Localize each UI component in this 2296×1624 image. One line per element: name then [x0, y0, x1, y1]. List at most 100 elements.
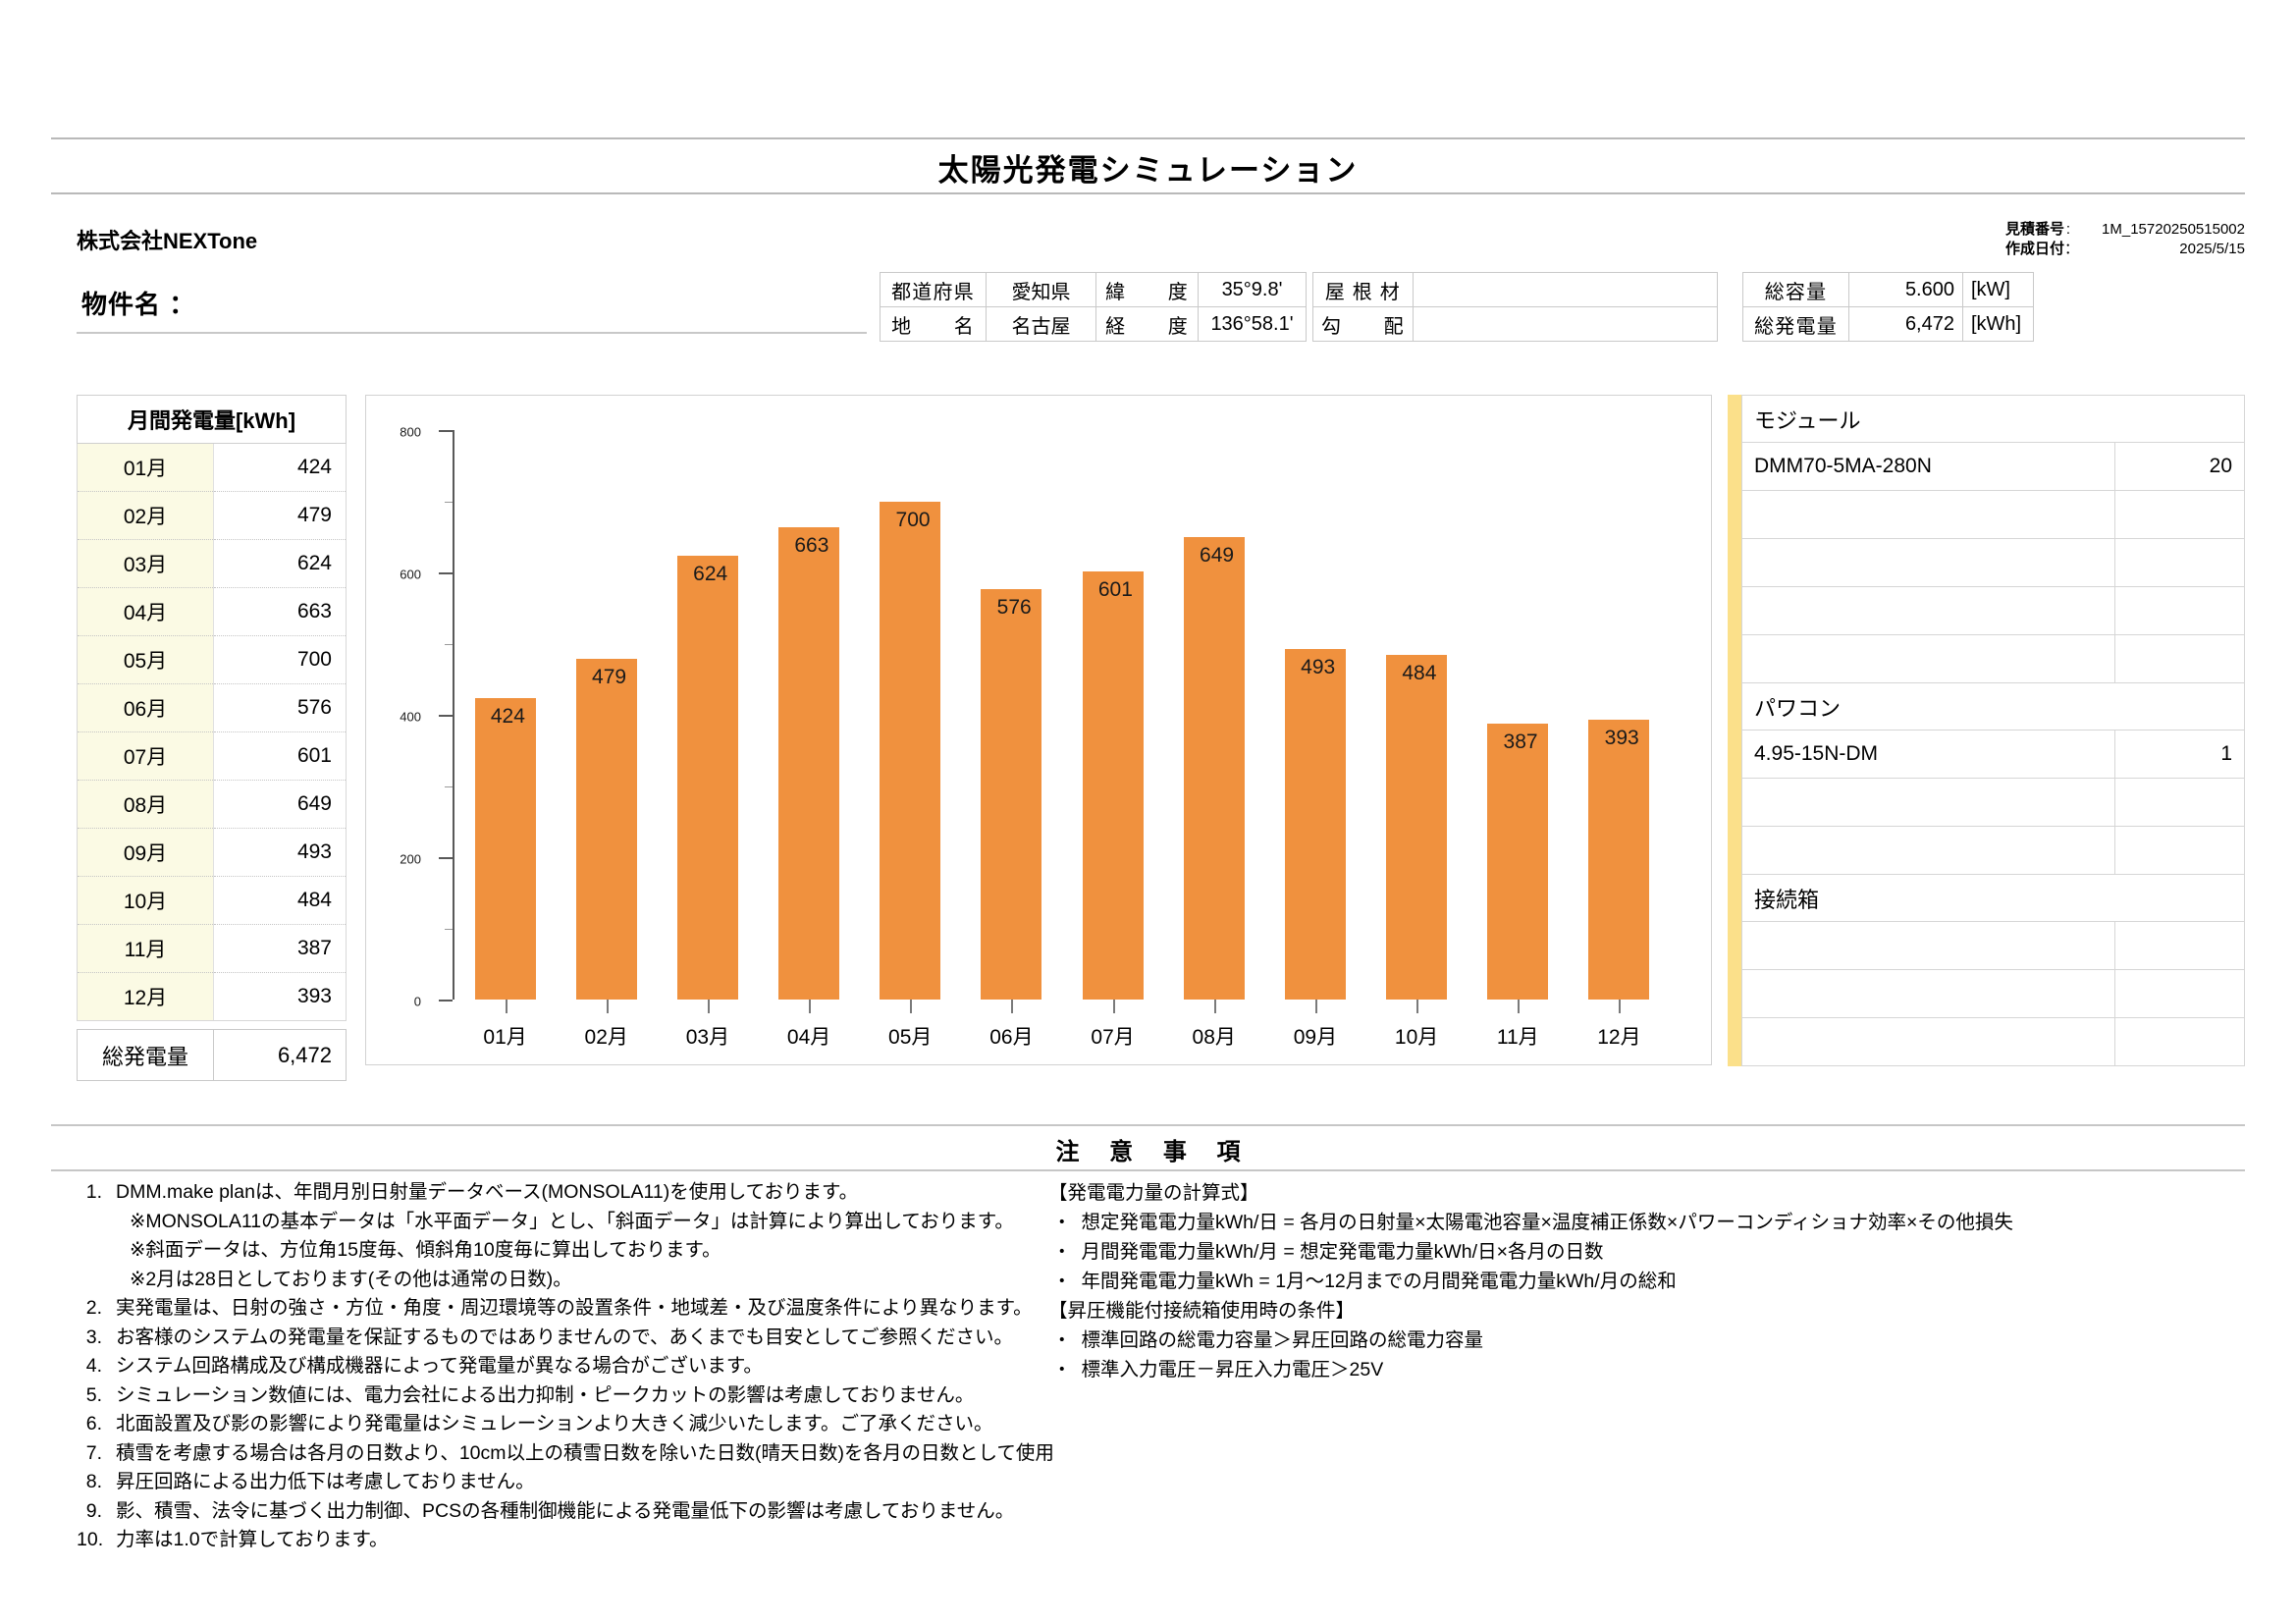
chart-bar: 700 [880, 501, 941, 1000]
equipment-qty-cell[interactable] [2114, 538, 2245, 587]
equipment-panel: モジュール DMM70-5MA-280N 20 パワコン 4.95-15N-DM 1 接続箱 [1728, 395, 2245, 1066]
chart-bar-value-label: 624 [693, 562, 728, 585]
month-cell: 06月 [77, 683, 214, 732]
roof-slope-value[interactable] [1412, 306, 1718, 342]
equipment-qty-cell[interactable] [2114, 490, 2245, 539]
chart-bar-value-label: 601 [1097, 578, 1133, 602]
table-row: 総容量 5.600 [kW] [1742, 272, 2034, 307]
equipment-qty-cell[interactable] [2114, 921, 2245, 970]
equipment-section-row-pcs: パワコン [1741, 682, 2245, 731]
equipment-name-cell[interactable]: DMM70-5MA-280N [1741, 442, 2115, 491]
prefecture-label: 都道府県 [880, 272, 987, 307]
chart-y-tick: 0 [414, 995, 453, 1009]
table-row: 11月 387 [77, 924, 347, 973]
equipment-name-cell[interactable] [1741, 538, 2115, 587]
month-value-cell: 479 [213, 491, 347, 540]
property-name-underline [77, 332, 867, 334]
equipment-row [1741, 538, 2245, 587]
total-generation-unit: [kWh] [1962, 306, 2034, 342]
chart-x-tick-label: 05月 [888, 1026, 933, 1049]
equipment-name-cell[interactable] [1741, 634, 2115, 683]
equipment-name-cell[interactable] [1741, 1017, 2115, 1066]
month-cell: 02月 [77, 491, 214, 540]
equipment-name-cell[interactable] [1741, 826, 2115, 875]
chart-y-minor-tick [445, 643, 453, 645]
table-spacer [78, 1021, 347, 1030]
chart-x-tick [1011, 1000, 1014, 1013]
note-number: 7. [85, 1441, 102, 1464]
longitude-value: 136°58.1' [1198, 306, 1307, 342]
equipment-qty-cell[interactable]: 1 [2114, 730, 2245, 779]
equipment-qty-cell[interactable] [2114, 778, 2245, 827]
chart-bar-value-label: 479 [592, 665, 627, 688]
document-title-band: 太陽光発電シミュレーション [51, 137, 2245, 194]
month-cell: 07月 [77, 731, 214, 781]
table-row: 屋 根 材 [1312, 272, 1718, 307]
city-value: 名古屋 [986, 306, 1096, 342]
equipment-qty-cell[interactable] [2114, 969, 2245, 1018]
equipment-name-cell[interactable] [1741, 921, 2115, 970]
month-cell: 05月 [77, 635, 214, 684]
equipment-name-cell[interactable] [1741, 778, 2115, 827]
equipment-name-cell[interactable] [1741, 969, 2115, 1018]
capacity-table: 総容量 5.600 [kW] 総発電量 6,472 [kWh] [1742, 272, 2034, 342]
chart-bar: 424 [474, 697, 536, 1000]
roof-material-label: 屋 根 材 [1312, 272, 1414, 307]
equipment-qty-cell[interactable] [2114, 634, 2245, 683]
chart-x-tick-label: 07月 [1091, 1026, 1135, 1049]
table-row: 08月 649 [77, 780, 347, 829]
latitude-value: 35°9.8' [1198, 272, 1307, 307]
note-subtext: ※2月は28日としております(その他は通常の日数)。 [130, 1268, 572, 1290]
condition-item: ・標準入力電圧－昇圧入力電圧＞25V [1048, 1355, 2246, 1384]
estimate-number-row: 見積番号 : 1M_15720250515002 [1950, 220, 2245, 240]
chart-bar-group: 393 12月 [1569, 430, 1670, 1049]
chart-x-tick [1619, 1000, 1622, 1013]
equipment-row [1741, 921, 2245, 970]
table-row: 09月 493 [77, 828, 347, 877]
roof-material-value[interactable] [1412, 272, 1718, 307]
chart-y-tick-label: 200 [400, 851, 421, 867]
note-text: 積雪を考慮する場合は各月の日数より、10cm以上の積雪日数を除いた日数(晴天日数… [116, 1441, 1058, 1464]
latitude-label: 緯 度 [1095, 272, 1199, 307]
note-number: 10. [77, 1529, 104, 1550]
total-value-cell: 6,472 [213, 1029, 347, 1081]
equipment-row [1741, 634, 2245, 683]
notes-left-column: 1. DMM.make planは、年間月別日射量データベース(MONSOLA11… [77, 1178, 1058, 1555]
property-name-label: 物件名 ： [81, 290, 196, 319]
month-value-cell: 493 [213, 828, 347, 877]
month-value-cell: 387 [213, 924, 347, 973]
equipment-name-cell[interactable] [1741, 586, 2115, 635]
equipment-qty-cell[interactable] [2114, 826, 2245, 875]
chart-bar: 479 [575, 658, 637, 1000]
longitude-label: 経 度 [1095, 306, 1199, 342]
equipment-name-cell[interactable] [1741, 490, 2115, 539]
condition-heading: 【昇圧機能付接続箱使用時の条件】 [1048, 1300, 1356, 1322]
chart-bar: 576 [981, 589, 1042, 1000]
estimate-number-value: 1M_15720250515002 [2102, 221, 2245, 238]
chart-x-tick-label: 01月 [483, 1026, 527, 1049]
note-item: 7. 積雪を考慮する場合は各月の日数より、10cm以上の積雪日数を除いた日数(晴天… [77, 1439, 1058, 1469]
estimate-date-label: 作成日付 [2004, 241, 2064, 257]
note-text: 影、積雪、法令に基づく出力制御、PCSの各種制御機能による発電量低下の影響は考慮… [116, 1499, 1015, 1522]
chart-bar-value-label: 700 [895, 508, 931, 531]
chart-x-tick [1213, 1000, 1216, 1013]
equipment-qty-cell[interactable] [2114, 586, 2245, 635]
equipment-section-label: モジュール [1741, 395, 2245, 443]
total-capacity-unit: [kW] [1962, 272, 2034, 307]
equipment-qty-cell[interactable]: 20 [2114, 442, 2245, 491]
bullet-icon: ・ [1052, 1212, 1072, 1233]
equipment-qty-cell[interactable] [2114, 1017, 2245, 1066]
chart-plot-area: 0 200 400 600 800 424 01月 479 02月 624 03月 663 04月 70… [400, 425, 1670, 1049]
equipment-row [1741, 778, 2245, 827]
note-number: 6. [85, 1413, 102, 1435]
formula-text: 月間発電電力量kWh/月 = 想定発電電力量kWh/日×各月の日数 [1081, 1241, 1604, 1263]
note-item: 6. 北面設置及び影の影響により発電量はシミュレーションより大きく減少いたします。… [77, 1410, 1058, 1439]
note-item: 9. 影、積雪、法令に基づく出力制御、PCSの各種制御機能による発電量低下の影響は… [77, 1497, 1058, 1527]
chart-bar-group: 479 02月 [556, 430, 657, 1049]
equipment-name-cell[interactable]: 4.95-15N-DM [1741, 730, 2115, 779]
month-value-cell: 601 [213, 731, 347, 781]
formula-item: ・月間発電電力量kWh/月 = 想定発電電力量kWh/日×各月の日数 [1048, 1237, 2246, 1267]
chart-bars: 424 01月 479 02月 624 03月 663 04月 700 05月 576 06月 601 0… [454, 430, 1670, 1049]
monthly-generation-table: 月間発電量[kWh] 01月 424 02月 479 03月 624 04月 663 05月 70… [77, 395, 347, 1081]
